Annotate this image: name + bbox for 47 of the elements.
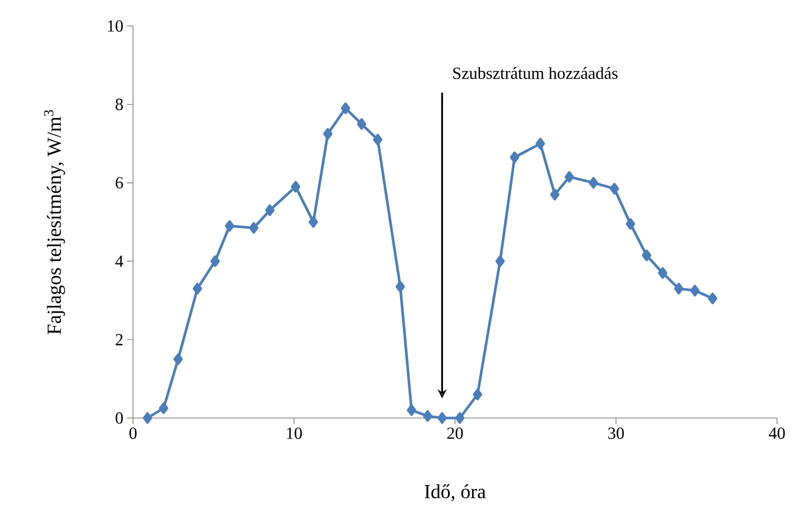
point: [536, 138, 545, 150]
point: [658, 267, 668, 279]
point: [340, 102, 350, 114]
x-axis-title: Idő, óra: [424, 484, 486, 502]
y-tick-label: 6: [116, 177, 123, 188]
point: [249, 222, 258, 234]
point: [642, 250, 652, 262]
y-tick-label: 8: [116, 98, 123, 110]
y-tick-label: 10: [108, 20, 123, 32]
point: [192, 282, 202, 294]
point: [323, 128, 332, 140]
point: [406, 404, 416, 416]
point: [588, 177, 598, 189]
point: [708, 292, 718, 304]
point: [455, 412, 464, 424]
y-axis-title: Fajlagos teljesítmény, W/m$^{3}$: [44, 110, 66, 334]
point: [626, 218, 636, 230]
point: [308, 216, 318, 228]
point: [373, 134, 382, 146]
point: [472, 388, 482, 400]
point: [437, 412, 447, 424]
point: [265, 204, 275, 216]
x-tick-label: 20: [447, 428, 463, 439]
point: [158, 402, 168, 414]
point: [142, 412, 152, 424]
point: [422, 410, 432, 422]
y-tick-label: 2: [116, 334, 123, 346]
point: [495, 255, 505, 267]
x-tick-label: 30: [608, 428, 624, 439]
point: [224, 220, 234, 232]
point: [674, 282, 684, 294]
annotation: Szubsztrátum hozzáadás: [453, 67, 618, 80]
x-tick-label: 10: [287, 428, 302, 439]
point: [396, 280, 405, 292]
point: [610, 182, 620, 194]
point: [356, 118, 366, 130]
point: [690, 284, 700, 296]
x-tick-label: 40: [768, 428, 785, 439]
y-tick-label: 0: [116, 412, 123, 424]
point: [173, 353, 183, 365]
point: [550, 188, 560, 200]
point: [564, 171, 574, 183]
point: [290, 180, 300, 192]
y-tick-label: 4: [115, 256, 124, 267]
point: [510, 152, 520, 164]
x-tick-label: 0: [129, 428, 137, 439]
point: [210, 255, 220, 267]
